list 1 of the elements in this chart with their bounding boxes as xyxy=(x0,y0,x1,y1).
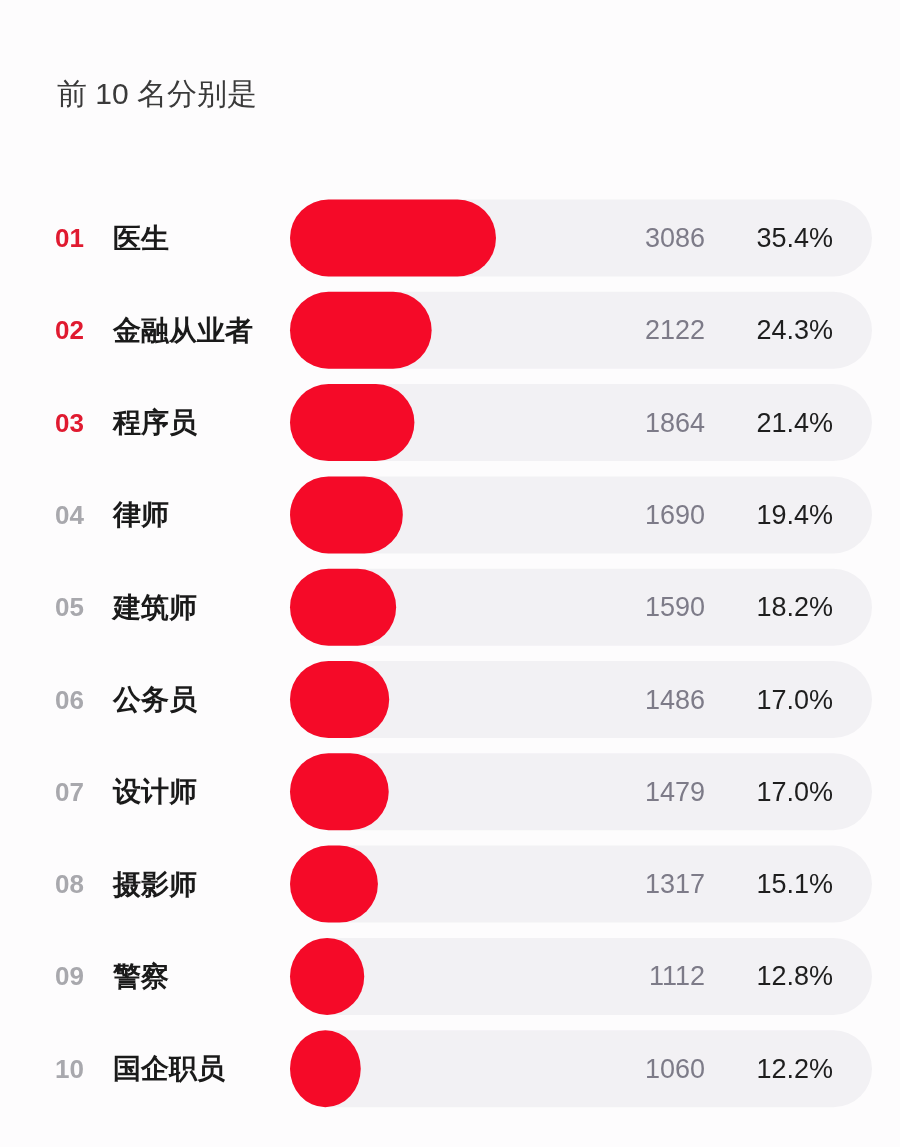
title: 前 10 名分别是 xyxy=(57,77,258,110)
